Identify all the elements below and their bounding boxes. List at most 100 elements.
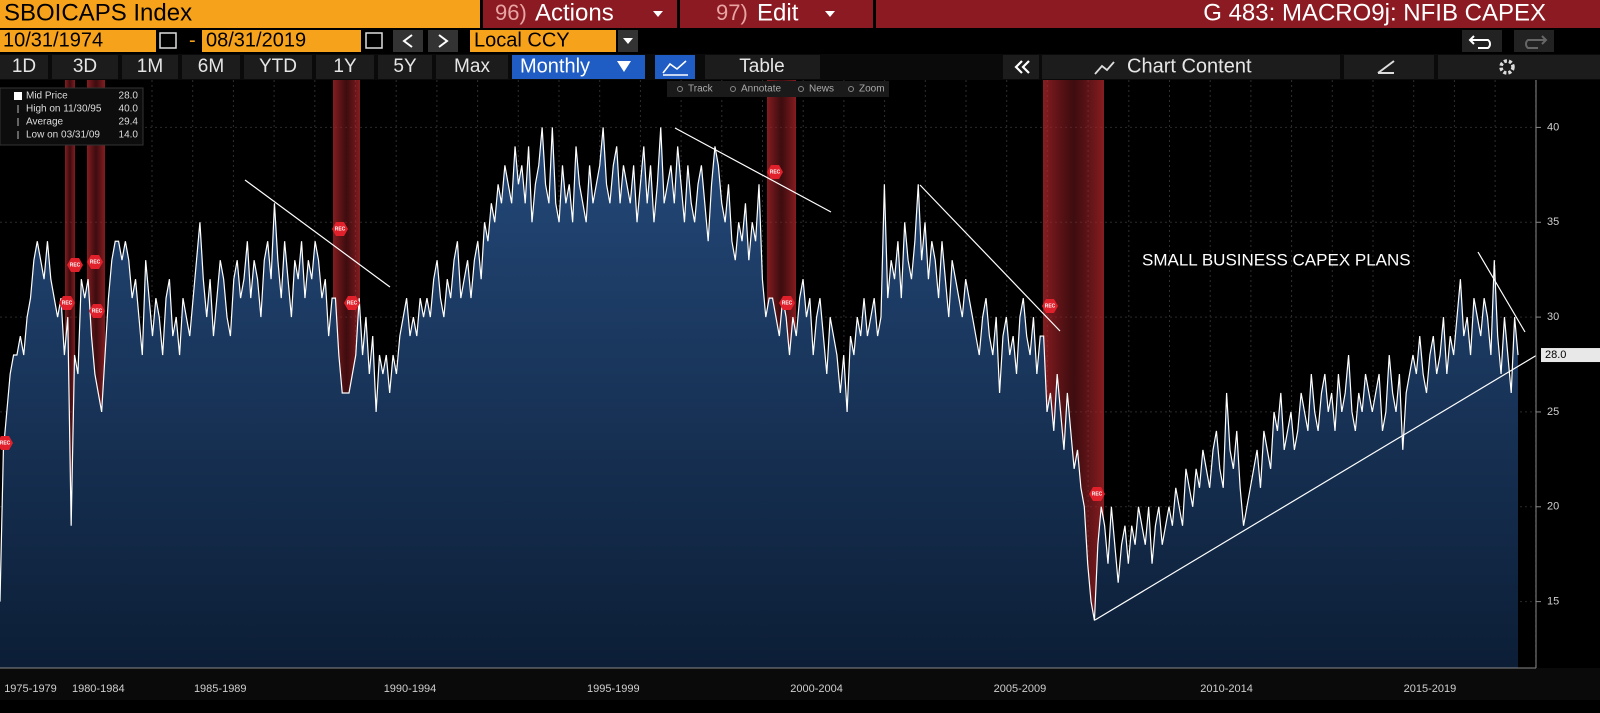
currency-field[interactable] — [470, 30, 616, 52]
x-tick-label: 2005-2009 — [994, 683, 1047, 695]
security: SBOICAPS Index — [4, 0, 192, 26]
legend-label: High on 11/30/95 — [26, 104, 102, 115]
toolbar-item[interactable]: News — [809, 84, 834, 95]
period-button[interactable] — [316, 55, 374, 79]
period-button[interactable] — [52, 55, 118, 79]
annotation: SMALL BUSINESS CAPEX PLANS — [1142, 250, 1411, 269]
dropdown-arrow — [617, 61, 631, 72]
toolbar-item[interactable]: Zoom — [859, 84, 885, 95]
rec-marker — [767, 165, 783, 179]
trend-line — [1094, 354, 1538, 621]
end-date-field[interactable] — [202, 30, 361, 52]
period-label: 1M — [137, 56, 163, 77]
legend-swatch — [14, 92, 22, 100]
collapse-icon — [1014, 60, 1030, 74]
legend-value: 28.0 — [119, 91, 139, 102]
y-tick-label: 15 — [1547, 596, 1559, 608]
period-label: 5Y — [393, 56, 417, 77]
x-tick-label: 2015-2019 — [1404, 683, 1457, 695]
x-tick-label: 1980-1984 — [72, 683, 125, 695]
rec-marker — [67, 258, 83, 272]
prev-button[interactable] — [393, 30, 423, 52]
trend-line — [1477, 251, 1526, 333]
currency: Local CCY — [474, 29, 570, 51]
period-button[interactable] — [0, 55, 48, 79]
last-value-label: 28.0 — [1545, 349, 1566, 361]
y-tick-label: 35 — [1547, 216, 1559, 228]
trend-line — [244, 179, 391, 288]
dropdown-arrow — [653, 11, 663, 17]
x-tick-label: 1975-1979 — [4, 683, 57, 695]
undo-icon — [1468, 35, 1491, 49]
legend-value: 29.4 — [119, 117, 139, 128]
rec-label: REC — [92, 308, 103, 314]
x-axis-panel — [0, 668, 1600, 700]
period-button[interactable] — [182, 55, 240, 79]
title-bar — [876, 0, 1600, 28]
recession-band — [65, 80, 75, 668]
period-button[interactable] — [244, 55, 312, 79]
y-tick-label: 40 — [1547, 121, 1559, 133]
period-label: 3D — [73, 56, 97, 77]
legend-label: Mid Price — [26, 91, 68, 102]
period-label: Max — [454, 56, 490, 77]
menu-number: 96) — [495, 0, 527, 25]
legend-value: 40.0 — [119, 104, 139, 115]
prev-arrow — [402, 34, 413, 48]
rec-marker — [59, 296, 75, 310]
rec-label: REC — [1045, 303, 1056, 309]
period-label: YTD — [259, 56, 297, 77]
toolbar-item[interactable]: Track — [688, 84, 714, 95]
table-button[interactable] — [705, 55, 820, 79]
frequency: Monthly — [520, 55, 590, 77]
menu-label: Edit — [757, 0, 799, 26]
legend-label: Low on 03/31/09 — [26, 130, 100, 141]
actions-menu[interactable] — [483, 0, 677, 28]
calendar-icon[interactable] — [365, 32, 383, 49]
x-tick-label: 1985-1989 — [194, 683, 247, 695]
rec-marker — [0, 436, 13, 450]
calendar-icon[interactable] — [159, 32, 177, 49]
start-date: 10/31/1974 — [3, 29, 103, 51]
toolbar-item[interactable]: Annotate — [741, 84, 781, 95]
chart-content-button[interactable] — [1042, 55, 1340, 79]
rec-marker — [89, 304, 105, 318]
period-label: 1Y — [333, 56, 357, 77]
legend-label: Average — [26, 117, 64, 128]
rec-marker — [87, 255, 103, 269]
rec-label: REC — [335, 226, 346, 232]
period-label: 1D — [12, 56, 36, 77]
x-tick-label: 2010-2014 — [1200, 683, 1253, 695]
next-button[interactable] — [428, 30, 458, 52]
collapse-button[interactable] — [1003, 55, 1039, 79]
security-box[interactable] — [0, 0, 480, 28]
chart-type-icon — [662, 60, 687, 74]
y-axis-panel — [1536, 80, 1600, 668]
dropdown-arrow — [825, 11, 835, 17]
edit-button[interactable] — [1344, 55, 1434, 79]
rec-label: REC — [782, 300, 793, 306]
toolbar-icon — [730, 86, 736, 92]
period-button[interactable] — [436, 55, 508, 79]
rec-label: REC — [90, 259, 101, 265]
trend-line — [919, 184, 1061, 332]
y-tick-label: 30 — [1547, 311, 1559, 323]
rec-label: REC — [770, 169, 781, 175]
edit-menu[interactable] — [680, 0, 873, 28]
rec-label: REC — [70, 262, 81, 268]
trend-line — [674, 127, 832, 213]
x-tick-label: 2000-2004 — [790, 683, 843, 695]
rec-label: REC — [0, 440, 11, 446]
period-button[interactable] — [122, 55, 178, 79]
redo-icon — [1525, 35, 1548, 49]
legend-box — [0, 87, 144, 146]
start-date-field[interactable] — [0, 30, 156, 52]
x-tick-label: 1995-1999 — [587, 683, 640, 695]
period-button[interactable] — [378, 55, 432, 79]
toolbar-icon — [677, 86, 683, 92]
y-tick-label: 20 — [1547, 501, 1559, 513]
trend-lines — [244, 127, 1538, 621]
settings-button[interactable] — [1438, 55, 1600, 79]
rec-marker — [344, 296, 360, 310]
rec-label: REC — [1092, 491, 1103, 497]
